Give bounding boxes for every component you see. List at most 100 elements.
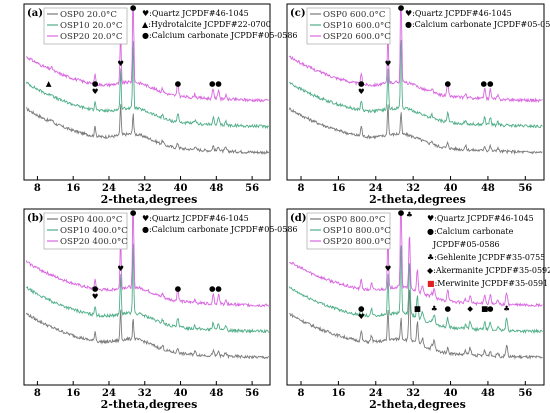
peak-marker: ■ [414, 304, 421, 313]
series-line [289, 289, 543, 360]
peak-marker: ● [209, 284, 216, 293]
peak-marker: ♣ [503, 304, 510, 313]
x-axis-label: 2-theta,degrees [101, 398, 198, 411]
series-line [25, 309, 269, 360]
series-line [26, 104, 269, 155]
legend-entry: OSP20 400.0°C [60, 237, 128, 247]
legend-entry: OSP0 800.0°C [323, 215, 386, 225]
plot-frame [286, 208, 545, 386]
phase-legend-entry: ♥:Quartz JCPDF#46-1045 [427, 214, 534, 223]
peak-marker: ● [358, 304, 365, 313]
x-tick-label: 56 [245, 183, 259, 194]
peak-marker: ◆ [467, 304, 473, 313]
series-line [289, 39, 543, 129]
x-tick-label: 24 [369, 183, 383, 194]
chart-panel: 8 16 24 32 40 48 56 2-theta,degrees (a) OSP0 20.0… [23, 3, 298, 206]
x-tick-label: 40 [174, 183, 188, 194]
peak-marker: ● [92, 284, 99, 293]
peak-marker: ● [487, 79, 494, 88]
peak-marker: ● [175, 79, 182, 88]
x-tick-label: 40 [444, 183, 458, 194]
phase-legend-entry: ●:Calcium carbonate JCPDF#05-0586 [142, 31, 298, 40]
legend-entry: OSP20 600.0°C [323, 32, 391, 42]
phase-legend-entry: ♥:Quartz JCPDF#46-1045 [142, 9, 249, 18]
peak-marker: ♥ [385, 59, 392, 68]
legend-entry: OSP20 800.0°C [323, 237, 391, 247]
phase-legend-entry: ●:Calcium carbonate JCPDF#05-0586 [142, 225, 298, 234]
legend-box [306, 212, 391, 250]
chart-panel: 8 16 24 32 40 48 56 2-theta,degrees (c) OSP0 600.… [286, 3, 550, 206]
peak-marker: ▲ [46, 79, 52, 88]
peak-marker: ● [215, 79, 222, 88]
x-tick-label: 16 [331, 183, 345, 194]
peak-marker: ♥ [92, 292, 99, 301]
peak-marker: ♥ [385, 264, 392, 273]
plot-frame [286, 3, 545, 181]
legend-entry: OSP0 20.0°C [60, 10, 117, 20]
peak-marker: ● [444, 79, 451, 88]
peak-marker: ● [130, 3, 137, 12]
panel-label: (d) [290, 213, 306, 224]
peak-marker: ● [480, 79, 487, 88]
peak-marker: ● [398, 3, 405, 12]
x-tick-label: 8 [298, 183, 305, 194]
phase-legend-entry: ●:Calcium carbonate JCPDF#05-0586 [405, 20, 550, 29]
x-tick-label: 16 [331, 388, 345, 399]
x-tick-label: 8 [34, 388, 41, 399]
phase-legend-entry: ♥:Quartz JCPDF#46-1045 [142, 214, 249, 223]
x-axis-label: 2-theta,degrees [101, 193, 198, 206]
series-line [25, 210, 270, 308]
x-tick-label: 48 [481, 183, 495, 194]
phase-legend-entry: ■:Merwinite JCPDF#35-0591 [427, 279, 548, 288]
x-tick-label: 40 [174, 388, 188, 399]
phase-legend-entry: ♥:Quartz JCPDF#46-1045 [405, 9, 512, 18]
peak-marker: ■ [481, 304, 488, 313]
x-tick-label: 56 [518, 183, 532, 194]
peak-marker: ● [358, 79, 365, 88]
phase-legend-entry: ▲:Hydrotalcite JCPDF#22-0700 [142, 20, 271, 29]
peak-marker: ● [130, 208, 137, 217]
phase-legend-entry: ◆:Akermanite JCPDF#35-0592 [427, 266, 550, 275]
x-axis-label: 2-theta,degrees [369, 193, 466, 206]
peak-marker: ● [444, 304, 451, 313]
x-tick-label: 48 [209, 183, 223, 194]
peak-marker: ♥ [92, 87, 99, 96]
peak-marker: ● [175, 284, 182, 293]
x-tick-label: 16 [66, 183, 80, 194]
series-line [26, 5, 269, 103]
series-line [288, 245, 543, 335]
peak-marker: ● [215, 284, 222, 293]
x-tick-label: 24 [102, 388, 116, 399]
series-line [288, 104, 543, 155]
x-tick-label: 32 [138, 183, 152, 194]
panel-label: (c) [290, 8, 306, 19]
x-tick-label: 32 [406, 183, 420, 194]
legend-entry: OSP10 20.0°C [60, 21, 123, 31]
legend-entry: OSP10 600.0°C [323, 21, 391, 31]
peak-marker: ♣ [431, 304, 438, 313]
peak-marker: ● [209, 79, 216, 88]
x-tick-label: 8 [298, 388, 305, 399]
peak-marker: ♣ [406, 210, 413, 219]
peak-marker: ♥ [117, 59, 124, 68]
x-tick-label: 48 [481, 388, 495, 399]
x-tick-label: 8 [34, 183, 41, 194]
chart-panel: 8 16 24 32 40 48 56 2-theta,degrees (d) OSP0 800.… [286, 208, 550, 411]
panel-label: (a) [27, 8, 43, 19]
x-tick-label: 32 [406, 388, 420, 399]
x-tick-label: 24 [369, 388, 383, 399]
phase-legend-entry: ●:Calcium carbonate [427, 227, 514, 236]
x-tick-label: 56 [245, 388, 259, 399]
peak-marker: ♥ [358, 87, 365, 96]
legend-entry: OSP20 20.0°C [60, 32, 123, 42]
x-tick-label: 32 [138, 388, 152, 399]
peak-marker: ● [92, 79, 99, 88]
plot-frame [23, 208, 271, 386]
series-line [25, 243, 270, 334]
peak-marker: ● [398, 208, 405, 217]
phase-legend-entry: JCPDF#05-0586 [432, 240, 500, 249]
x-tick-label: 40 [444, 388, 458, 399]
panel-label: (b) [27, 213, 43, 224]
peak-marker: ♥ [358, 312, 365, 321]
